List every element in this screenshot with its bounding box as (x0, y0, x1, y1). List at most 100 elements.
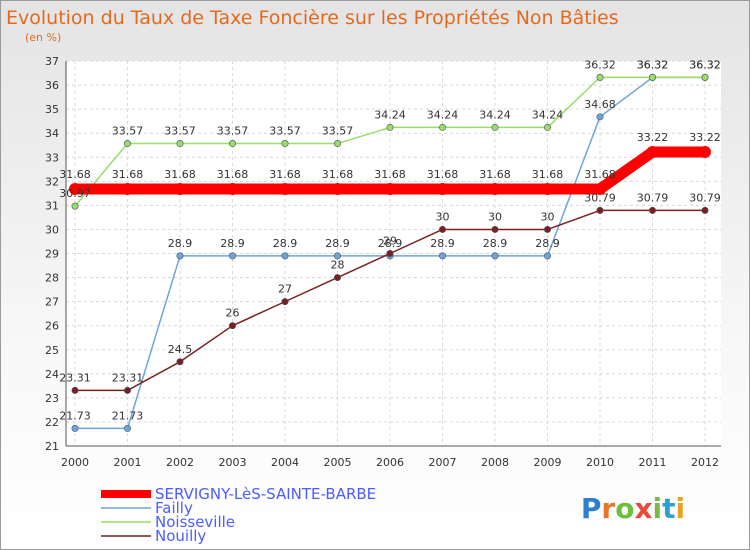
data-point (226, 183, 239, 196)
y-tick-label: 31 (45, 199, 59, 212)
legend-item: Failly (101, 499, 193, 517)
data-label: 36.32 (689, 58, 721, 71)
y-axis-unit: (en %) (25, 31, 61, 44)
data-label: 21.73 (59, 409, 91, 422)
data-label: 33.57 (269, 125, 301, 138)
y-tick-label: 27 (45, 296, 59, 309)
data-labels: 31.68 31.68 31.68 31.68 31.68 31.68 31.68 31.68… (59, 58, 721, 422)
data-point (594, 183, 606, 196)
data-label: 31.68 (217, 168, 249, 181)
data-point (333, 252, 341, 260)
y-tick-label: 30 (45, 223, 59, 236)
y-tick-label: 37 (45, 55, 59, 68)
x-tick-label: 2007 (429, 456, 457, 469)
data-label: 24.5 (168, 343, 193, 356)
legend-label: Noisseville (155, 513, 235, 531)
data-point (596, 206, 604, 214)
chart-title: Evolution du Taux de Taxe Foncière sur l… (6, 7, 619, 29)
data-label: 30 (488, 210, 502, 223)
data-point (124, 424, 132, 432)
x-tick-label: 2006 (376, 456, 404, 469)
data-label: 34.24 (427, 108, 459, 121)
data-label: 23.31 (59, 371, 91, 384)
data-point (176, 358, 184, 366)
x-tick-label: 2000 (61, 456, 89, 469)
data-label: 26 (226, 307, 240, 320)
x-tick-label: 2002 (166, 456, 194, 469)
x-tick-label: 2011 (639, 456, 667, 469)
data-point (333, 274, 341, 282)
data-label: 34.68 (584, 98, 616, 111)
axes: 21 22 23 24 25 26 27 28 29 30 31 32 33 34 35 36 37 2000 20… (45, 55, 721, 469)
data-label: 30.79 (637, 191, 669, 204)
y-tick-label: 33 (45, 151, 59, 164)
data-label: 33.22 (637, 131, 669, 144)
data-point (436, 183, 449, 196)
y-tick-label: 36 (45, 79, 59, 92)
series-noisseville (71, 73, 709, 210)
logo-letter: t (662, 492, 675, 525)
x-tick-label: 2003 (219, 456, 247, 469)
y-tick-label: 22 (45, 416, 59, 429)
data-label: 31.68 (164, 168, 196, 181)
data-label: 28.9 (535, 237, 560, 250)
data-label: 30.97 (59, 187, 91, 200)
data-label: 33.57 (164, 125, 196, 138)
series-servigny-l-s-sainte-barbe (69, 145, 711, 196)
data-point (124, 140, 132, 148)
data-label: 31.68 (532, 168, 564, 181)
data-label: 28.9 (168, 237, 193, 250)
data-point (384, 183, 396, 196)
data-point (69, 183, 81, 196)
data-label: 34.24 (479, 108, 511, 121)
data-point (491, 123, 499, 131)
data-point (543, 252, 551, 260)
data-point (333, 140, 341, 148)
data-point (281, 140, 289, 148)
data-point (331, 183, 344, 196)
x-tick-label: 2004 (271, 456, 299, 469)
logo-letter: o (615, 492, 634, 525)
legend-item: Nouilly (101, 527, 206, 545)
y-tick-label: 21 (45, 440, 59, 453)
data-label: 28.9 (325, 237, 350, 250)
data-point (71, 386, 79, 394)
data-point (124, 386, 132, 394)
data-label: 21.73 (112, 409, 144, 422)
data-point (648, 206, 656, 214)
x-tick-label: 2005 (324, 456, 352, 469)
data-point (438, 225, 446, 233)
legend-item: SERVIGNY-LèS-SAINTE-BARBE (101, 485, 376, 503)
data-point (71, 424, 79, 432)
data-point (121, 183, 134, 196)
data-point (176, 140, 184, 148)
y-tick-label: 23 (45, 392, 59, 405)
y-tick-label: 32 (45, 175, 59, 188)
data-label: 34.24 (532, 108, 564, 121)
logo-letter: i (653, 492, 663, 525)
data-point (491, 252, 499, 260)
y-tick-label: 34 (45, 127, 59, 140)
data-label: 31.68 (322, 168, 354, 181)
data-label: 27 (278, 283, 292, 296)
y-tick-label: 25 (45, 344, 59, 357)
legend-label: Nouilly (155, 527, 206, 545)
data-label: 28 (331, 259, 345, 272)
data-point (279, 183, 291, 196)
data-point (386, 123, 394, 131)
data-point (701, 206, 709, 214)
x-tick-label: 2009 (534, 456, 562, 469)
data-label: 28.9 (273, 237, 298, 250)
series-nouilly (71, 206, 709, 394)
data-label: 31.68 (479, 168, 511, 181)
data-label: 36.32 (637, 58, 669, 71)
y-tick-label: 26 (45, 320, 59, 333)
data-point (229, 252, 237, 260)
data-label: 28.9 (483, 237, 508, 250)
data-label: 30 (436, 210, 450, 223)
data-point (596, 73, 604, 81)
data-label: 30.79 (689, 191, 721, 204)
logo-letter: r (601, 492, 615, 525)
data-point (541, 183, 554, 196)
